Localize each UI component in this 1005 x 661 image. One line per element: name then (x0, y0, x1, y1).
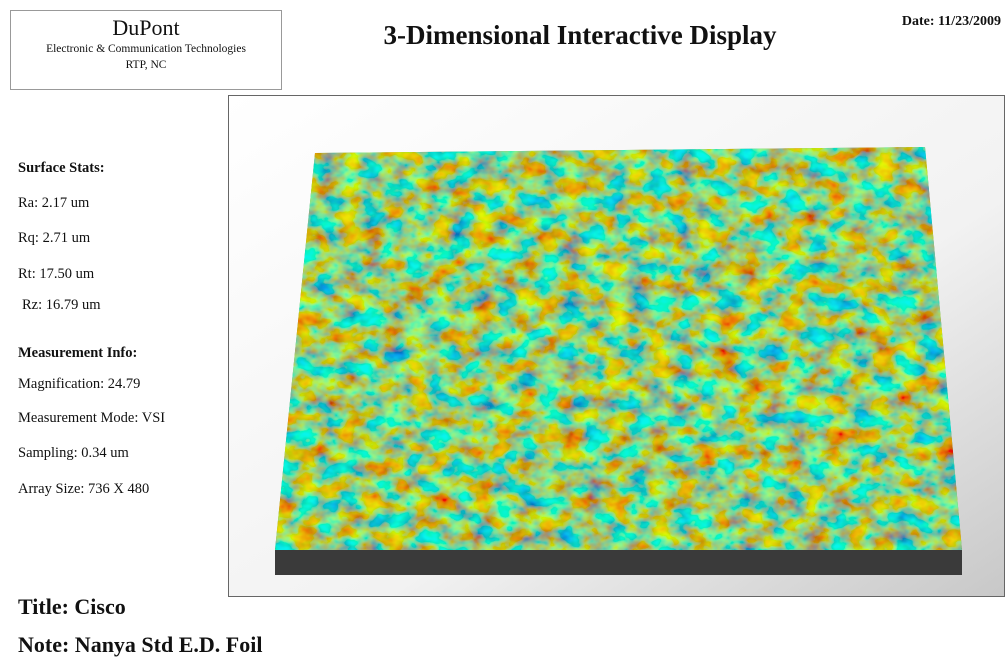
info: Array Size: 736 X 480 (18, 481, 150, 497)
info: Sampling: 0.34 um (18, 445, 129, 461)
stat: Rq: 2.71 um (18, 230, 91, 246)
surface-view[interactable] (228, 95, 1005, 597)
title: 3-Dimensional Interactive Display (383, 20, 777, 50)
surface-texture (275, 147, 962, 550)
date: Date: 11/23/2009 (901, 14, 1001, 29)
location: RTP, NC (125, 59, 167, 71)
stat: Ra: 2.17 um (18, 195, 90, 211)
stat: Rt: 17.50 um (18, 266, 95, 282)
division: Electronic & Communication Technologies (46, 43, 246, 55)
footer-note: Note: Nanya Std E.D. Foil (18, 632, 263, 657)
info-heading: Measurement Info: (18, 345, 138, 361)
stats-heading: Surface Stats: (18, 160, 105, 176)
footer-title: Title: Cisco (18, 594, 126, 619)
info: Measurement Mode: VSI (18, 410, 166, 426)
company: DuPont (112, 15, 180, 40)
stat: Rz: 16.79 um (22, 297, 101, 313)
logo-box: DuPont Electronic & Communication Techno… (10, 10, 282, 90)
info: Magnification: 24.79 (18, 376, 141, 392)
surface-base (275, 548, 962, 575)
